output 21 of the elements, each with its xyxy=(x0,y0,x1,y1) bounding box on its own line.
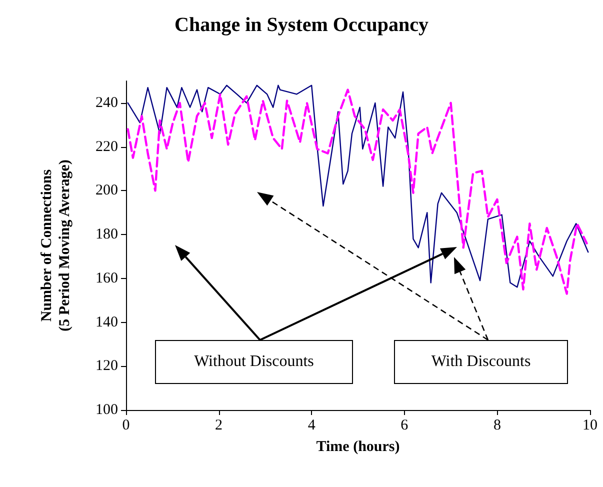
x-axis-title: Time (hours) xyxy=(316,438,400,455)
annotation: With Discounts xyxy=(431,353,531,371)
y-tick-label: 200 xyxy=(96,182,118,199)
y-axis-title: Number of Connections (5 Period Moving Average) xyxy=(39,160,73,332)
callout-box: Without Discounts xyxy=(155,340,353,384)
x-tick-label: 10 xyxy=(582,418,598,434)
annotation: Without Discounts xyxy=(194,353,314,371)
y-tick-label: 140 xyxy=(96,314,118,330)
y-tick-label: 180 xyxy=(96,226,118,243)
y-tick-label: 240 xyxy=(96,94,118,111)
x-tick-label: 8 xyxy=(493,418,501,434)
x-tick-label: 6 xyxy=(400,418,409,434)
y-tick-label: 120 xyxy=(96,358,118,374)
x-tick-label: 0 xyxy=(122,418,130,434)
x-tick-label: 4 xyxy=(308,418,316,434)
chart-title: Change in System Occupancy xyxy=(174,14,428,36)
y-tick-label: 160 xyxy=(96,270,118,286)
callout-box: With Discounts xyxy=(394,340,568,384)
y-tick-label: 100 xyxy=(96,402,118,418)
x-tick-label: 2 xyxy=(215,418,223,434)
y-tick-label: 220 xyxy=(96,138,118,155)
